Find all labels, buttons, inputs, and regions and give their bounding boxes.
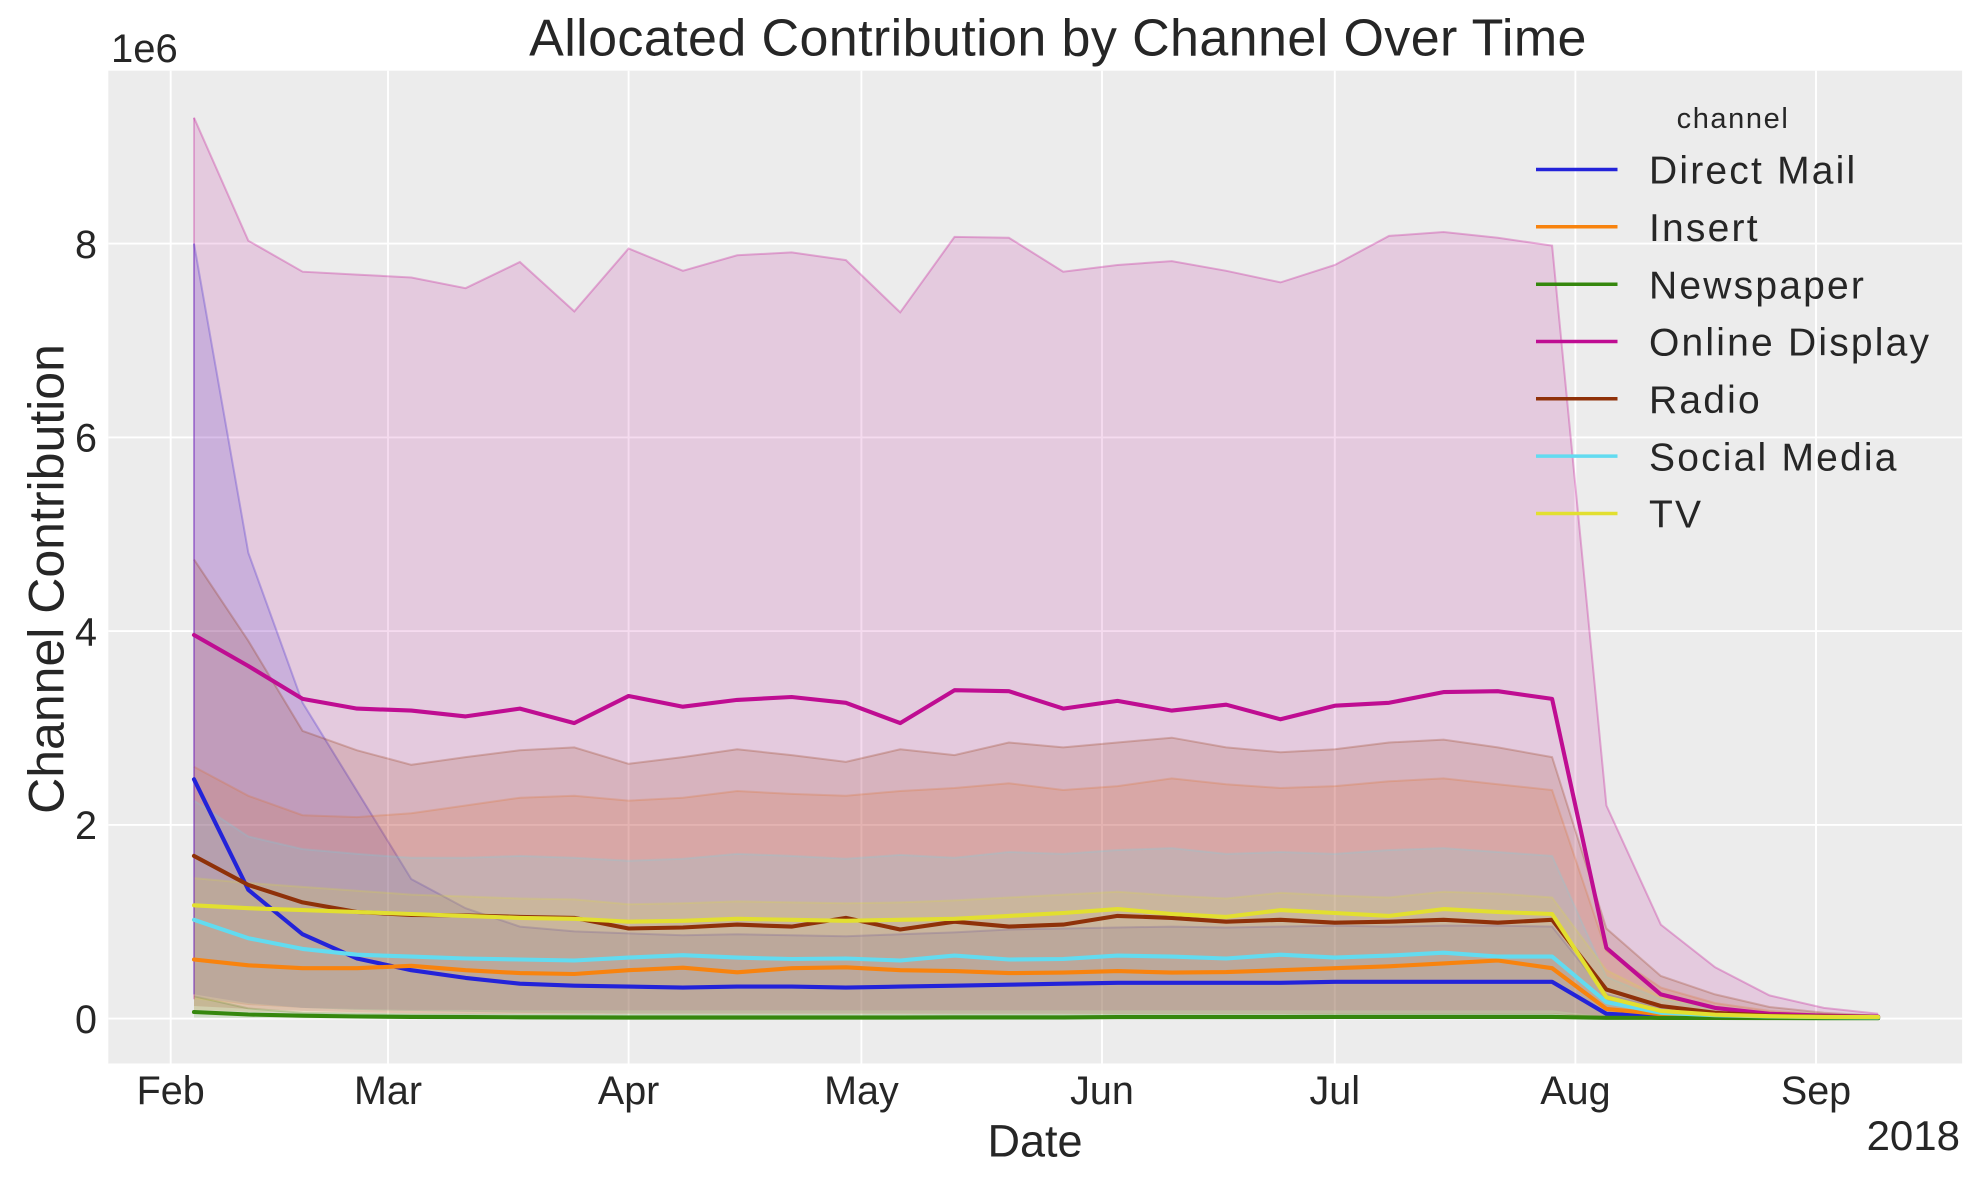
svg-text:Jul: Jul [1310,1069,1361,1113]
svg-text:4: 4 [75,610,97,654]
svg-text:Mar: Mar [354,1069,422,1113]
svg-text:Direct Mail: Direct Mail [1649,150,1857,193]
svg-text:Social Media: Social Media [1649,436,1899,479]
svg-text:8: 8 [75,223,97,267]
svg-text:Channel Contribution: Channel Contribution [19,344,75,814]
svg-text:0: 0 [75,998,97,1042]
svg-text:Newspaper: Newspaper [1649,264,1866,307]
svg-text:Allocated Contribution by Chan: Allocated Contribution by Channel Over T… [529,10,1587,68]
svg-text:1e6: 1e6 [111,27,178,71]
svg-text:Sep: Sep [1781,1069,1851,1113]
svg-text:2018: 2018 [1867,1112,1960,1159]
svg-text:Apr: Apr [598,1069,659,1113]
svg-text:channel: channel [1677,103,1790,135]
svg-text:Insert: Insert [1649,207,1760,250]
svg-text:Date: Date [987,1116,1082,1167]
svg-text:Jun: Jun [1070,1069,1134,1113]
svg-text:May: May [824,1069,899,1113]
svg-text:Aug: Aug [1540,1069,1610,1113]
svg-text:Feb: Feb [137,1069,205,1113]
svg-text:Radio: Radio [1649,379,1762,422]
svg-text:6: 6 [75,417,97,461]
svg-text:Online Display: Online Display [1649,322,1931,365]
svg-text:TV: TV [1649,494,1703,537]
svg-text:2: 2 [75,804,97,848]
